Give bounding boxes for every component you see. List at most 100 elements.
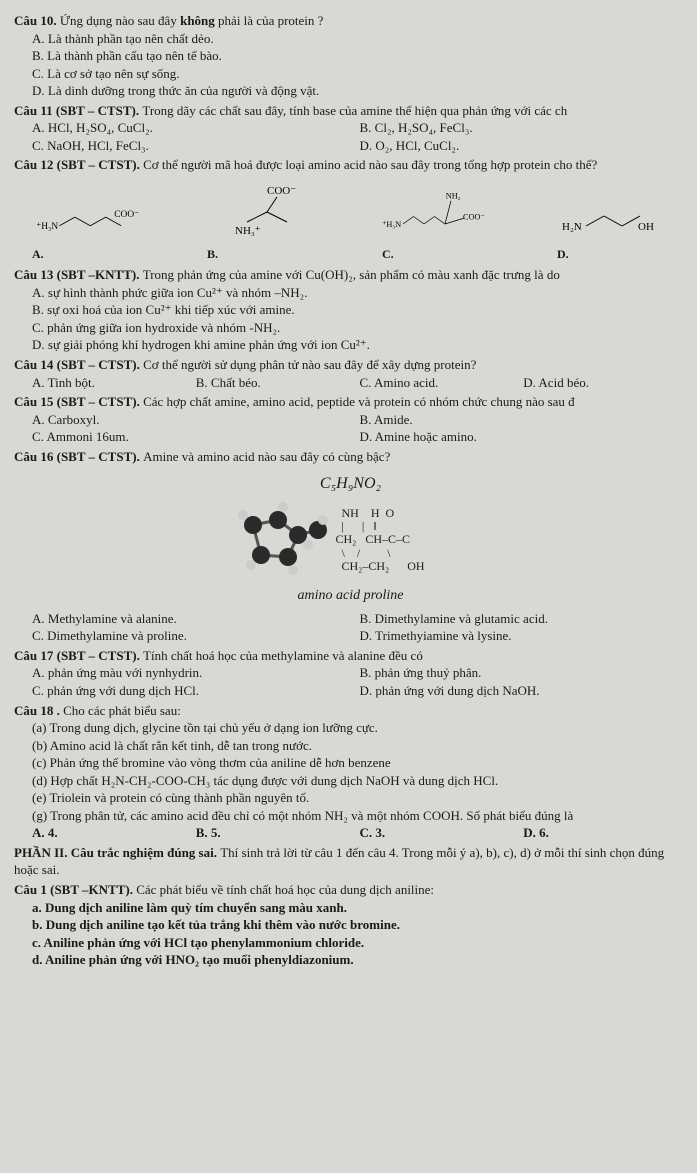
- q12-structures: ⁺H₃N COO⁻ A. COO⁻ NH₃⁺ B. NH₂ ⁺H₃N: [14, 174, 687, 264]
- q15-opt-c: C. Ammoni 16um.: [32, 428, 360, 446]
- p2q1-opt-d: d. Aniline phản ứng với HNO₂ tạo muối ph…: [32, 951, 687, 969]
- q16-structural-formula: NH H O | | ‖ CH₂ CH–C–C \ / \ CH₂–CH₂ OH: [333, 507, 425, 573]
- question-10: Câu 10. Ứng dụng nào sau đây không phải …: [14, 12, 687, 100]
- q12-struct-a: ⁺H₃N COO⁻ A.: [32, 182, 152, 262]
- q14-opt-c: C. Amino acid.: [360, 374, 524, 392]
- q18-stmt-c: (c) Phản ứng thế bromine vào vòng thơm c…: [32, 754, 687, 772]
- q11-opt-b: B. Cl₂, H₂SO₄, FeCl₃.: [360, 119, 688, 137]
- q11-label: Câu 11 (SBT – CTST).: [14, 103, 142, 118]
- p2q1-opt-b: b. Dung dịch aniline tạo kết tủa trắng k…: [32, 916, 687, 934]
- question-15: Câu 15 (SBT – CTST). Các hợp chất amine,…: [14, 393, 687, 446]
- question-18: Câu 18 . Cho các phát biểu sau: (a) Tron…: [14, 702, 687, 842]
- q15-label: Câu 15 (SBT – CTST).: [14, 394, 143, 409]
- q10-opt-d: D. Là dinh dưỡng trong thức ăn của người…: [32, 82, 687, 100]
- q12-lab-b: B.: [207, 246, 327, 262]
- q15-opt-a: A. Carboxyl.: [32, 411, 360, 429]
- q12-struct-b: COO⁻ NH₃⁺ B.: [207, 182, 327, 262]
- q11-opt-a: A. HCl, H₂SO₄, CuCl₂.: [32, 119, 360, 137]
- q18-options: A. 4. B. 5. C. 3. D. 6.: [14, 824, 687, 842]
- q16-formula: C₅H₉NO₂: [223, 473, 479, 495]
- q12-lab-d: D.: [557, 246, 677, 262]
- q11-stem: Trong dãy các chất sau đây, tính base củ…: [142, 103, 567, 118]
- q13-opt-d: D. sự giải phóng khí hydrogen khi amine …: [32, 336, 687, 354]
- q11-options: A. HCl, H₂SO₄, CuCl₂. C. NaOH, HCl, FeCl…: [14, 119, 687, 154]
- question-12: Câu 12 (SBT – CTST). Cơ thể người mã hoá…: [14, 156, 687, 264]
- q10-opt-a: A. Là thành phần tạo nên chất dẻo.: [32, 30, 687, 48]
- q13-stem: Trong phản ứng của amine với Cu(OH)₂, sả…: [143, 267, 560, 282]
- q17-options: A. phản ứng màu với nynhydrin. C. phản ứ…: [14, 664, 687, 699]
- q15-opt-b: B. Amide.: [360, 411, 688, 429]
- svg-text:NH₃⁺: NH₃⁺: [235, 225, 261, 237]
- q11-opt-c: C. NaOH, HCl, FeCl₃.: [32, 137, 360, 155]
- q17-opt-d: D. phản ứng với dung dịch NaOH.: [360, 682, 688, 700]
- q18-stmt-b: (b) Amino acid là chất rắn kết tinh, dễ …: [32, 737, 687, 755]
- q14-opt-b: B. Chất béo.: [196, 374, 360, 392]
- p2-question-1: Câu 1 (SBT –KNTT). Các phát biểu về tính…: [14, 881, 687, 969]
- q14-label: Câu 14 (SBT – CTST).: [14, 357, 143, 372]
- q18-label: Câu 18 .: [14, 703, 63, 718]
- part-2-heading: PHẦN II. Câu trắc nghiệm đúng sai. Thí s…: [14, 844, 687, 879]
- q16-label: Câu 16 (SBT – CTST).: [14, 449, 143, 464]
- svg-text:OH: OH: [638, 221, 654, 233]
- svg-text:COO⁻: COO⁻: [267, 185, 296, 197]
- q18-stmt-e: (e) Triolein và protein có cùng thành ph…: [32, 789, 687, 807]
- svg-text:COO⁻: COO⁻: [114, 210, 139, 220]
- structure-a-svg: ⁺H₃N COO⁻: [32, 182, 152, 242]
- structure-c-svg: NH₂ ⁺H₃N COO⁻: [382, 182, 502, 242]
- p2-title: PHẦN II. Câu trắc nghiệm đúng sai.: [14, 845, 220, 860]
- q18-stmt-g: (g) Trong phân tử, các amino acid đều ch…: [32, 807, 687, 825]
- q14-options: A. Tinh bột. B. Chất béo. C. Amino acid.…: [14, 374, 687, 392]
- q15-opt-d: D. Amine hoặc amino.: [360, 428, 688, 446]
- q16-stem: Amine và amino acid nào sau đây có cùng …: [143, 449, 390, 464]
- proline-3d-icon: [223, 495, 333, 585]
- q12-struct-d: H₂N OH D.: [557, 182, 677, 262]
- structure-b-svg: COO⁻ NH₃⁺: [207, 182, 327, 242]
- q16-molecule-block: C₅H₉NO₂: [14, 465, 687, 609]
- q16-opt-a: A. Methylamine và alanine.: [32, 610, 360, 628]
- q12-label: Câu 12 (SBT – CTST).: [14, 157, 143, 172]
- q10-label: Câu 10.: [14, 13, 60, 28]
- question-17: Câu 17 (SBT – CTST). Tính chất hoá học c…: [14, 647, 687, 700]
- q16-caption: amino acid proline: [223, 587, 479, 606]
- q12-lab-c: C.: [382, 246, 502, 262]
- question-13: Câu 13 (SBT –KNTT). Trong phản ứng của a…: [14, 266, 687, 354]
- q17-opt-c: C. phản ứng với dung dịch HCl.: [32, 682, 360, 700]
- q16-molecule-inner: C₅H₉NO₂: [221, 471, 481, 607]
- q15-stem: Các hợp chất amine, amino acid, peptide …: [143, 394, 575, 409]
- q16-mol-body: NH H O | | ‖ CH₂ CH–C–C \ / \ CH₂–CH₂ OH: [223, 495, 479, 585]
- q12-stem: Cơ thể người mã hoá được loại amino acid…: [143, 157, 597, 172]
- svg-text:NH₂: NH₂: [446, 191, 461, 200]
- q10-stem-b: phải là của protein ?: [215, 13, 324, 28]
- q17-opt-b: B. phản ứng thuỷ phân.: [360, 664, 688, 682]
- q14-opt-a: A. Tinh bột.: [32, 374, 196, 392]
- q18-opt-a: A. 4.: [32, 824, 196, 842]
- structure-d-svg: H₂N OH: [557, 182, 677, 242]
- q13-options: A. sự hình thành phức giữa ion Cu²⁺ và n…: [14, 284, 687, 354]
- p2q1-label: Câu 1 (SBT –KNTT).: [14, 882, 136, 897]
- q10-opt-c: C. Là cơ sở tạo nên sự sống.: [32, 65, 687, 83]
- q18-statements: (a) Trong dung dịch, glycine tồn tại chủ…: [14, 719, 687, 824]
- q17-label: Câu 17 (SBT – CTST).: [14, 648, 143, 663]
- q15-options: A. Carboxyl. C. Ammoni 16um. B. Amide. D…: [14, 411, 687, 446]
- q18-stem: Cho các phát biểu sau:: [63, 703, 181, 718]
- q18-stmt-a: (a) Trong dung dịch, glycine tồn tại chủ…: [32, 719, 687, 737]
- q18-opt-d: D. 6.: [523, 824, 687, 842]
- q16-opt-b: B. Dimethylamine và glutamic acid.: [360, 610, 688, 628]
- p2q1-options: a. Dung dịch aniline làm quỳ tím chuyển …: [14, 899, 687, 969]
- q18-opt-c: C. 3.: [360, 824, 524, 842]
- question-16: Câu 16 (SBT – CTST). Amine và amino acid…: [14, 448, 687, 645]
- q13-opt-a: A. sự hình thành phức giữa ion Cu²⁺ và n…: [32, 284, 687, 302]
- svg-text:⁺H₃N: ⁺H₃N: [36, 222, 58, 232]
- q13-label: Câu 13 (SBT –KNTT).: [14, 267, 143, 282]
- q10-stem-a: Ứng dụng nào sau đây: [60, 13, 180, 28]
- p2q1-opt-c: c. Aniline phản ứng với HCl tạo phenylam…: [32, 934, 687, 952]
- q12-lab-a: A.: [32, 246, 152, 262]
- svg-text:⁺H₃N: ⁺H₃N: [382, 220, 401, 229]
- q16-options: A. Methylamine và alanine. C. Dimethylam…: [14, 610, 687, 645]
- p2q1-opt-a: a. Dung dịch aniline làm quỳ tím chuyển …: [32, 899, 687, 917]
- q18-opt-b: B. 5.: [196, 824, 360, 842]
- q11-opt-d: D. O₂, HCl, CuCl₂.: [360, 137, 688, 155]
- q10-options: A. Là thành phần tạo nên chất dẻo. B. Là…: [14, 30, 687, 100]
- question-11: Câu 11 (SBT – CTST). Trong dãy các chất …: [14, 102, 687, 155]
- q16-opt-c: C. Dimethylamine và proline.: [32, 627, 360, 645]
